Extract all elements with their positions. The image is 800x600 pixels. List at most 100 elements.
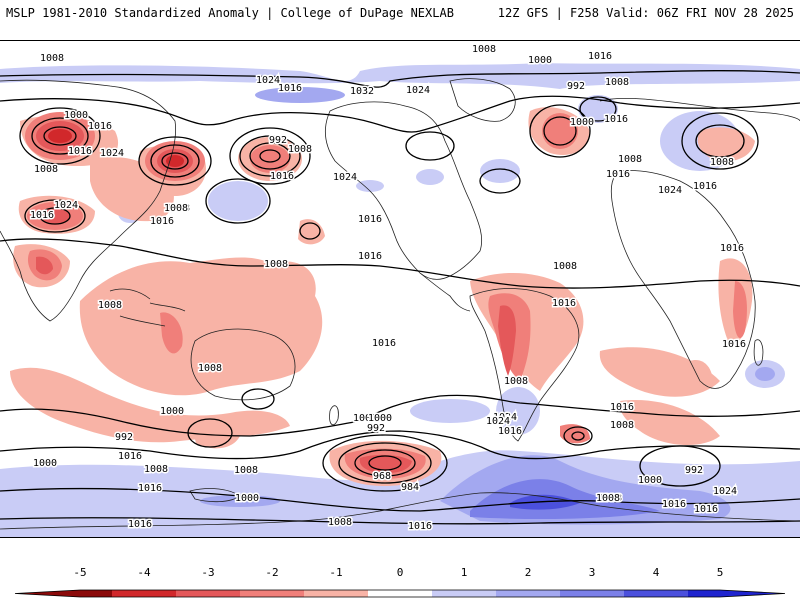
isobar-label: 1024 [100,148,124,159]
header: MSLP 1981-2010 Standardized Anomaly | Co… [0,0,800,40]
isobar-label: 1000 [528,55,552,66]
isobar-label: 1016 [128,519,152,530]
map-svg: 1008100010161024102410161016100810241016… [0,41,800,537]
colorbar-tick-label: -3 [201,566,215,579]
isobar-label: 1008 [98,300,122,311]
isobar-label: 1008 [198,363,222,374]
isobar-label: 1016 [720,243,744,254]
isobar-label: 1016 [270,171,294,182]
isobar-label: 1008 [264,259,288,270]
colorbar-tick-label: 0 [396,566,404,579]
colorbar-tick-label: 5 [716,566,724,579]
isobar-label: 992 [269,135,287,146]
isobar-label: 1000 [368,413,392,424]
isobar-label: 992 [685,465,703,476]
isobar-label: 1008 [605,77,629,88]
isobar-label: 1016 [606,169,630,180]
colorbar-tick-label: -1 [329,566,343,579]
isobar-label: 1024 [658,185,682,196]
model-run-valid-time: 12Z GFS | F258 Valid: 06Z FRI NOV 28 202… [497,6,794,20]
map-title: MSLP 1981-2010 Standardized Anomaly | Co… [6,6,454,20]
isobar-label: 1008 [34,164,58,175]
isobar-contours [0,70,800,525]
isobar-label: 1024 [713,486,737,497]
colorbar-segment [560,590,593,597]
isobar-label: 1008 [596,493,620,504]
isobar-label: 992 [367,423,385,434]
colorbar-segment [80,590,113,597]
isobar-label: 992 [115,432,133,443]
isobar-label: 1032 [350,86,374,97]
isobar-label: 1016 [358,214,382,225]
isobar-label: 1000 [235,493,259,504]
isobar-label: 1016 [498,426,522,437]
isobar-label: 1008 [40,53,64,64]
colorbar-segment [688,590,721,597]
isobar-label: 1000 [638,475,662,486]
isobar-label: 1016 [694,504,718,515]
colorbar-segment [112,590,145,597]
colorbar-tick-label: -5 [73,566,87,579]
colorbar-segment [208,590,241,597]
colorbar-bar [14,589,786,598]
isobar-label: 1000 [33,458,57,469]
isobar-label: 1016 [372,338,396,349]
colorbar-segment [400,590,433,597]
isobar-label: 1008 [610,420,634,431]
isobar-label: 968 [373,471,391,482]
isobar-label: 1008 [328,517,352,528]
isobar-label: 1016 [610,402,634,413]
colorbar-tick-label: -2 [265,566,279,579]
isobar-label: 1008 [144,464,168,475]
colorbar-segment [656,590,689,597]
colorbar-segment [464,590,497,597]
isobar-label: 1008 [504,376,528,387]
colorbar-arrow-right [720,590,785,597]
isobar-label: 1008 [618,154,642,165]
isobar-label: 1024 [54,200,78,211]
isobar-label: 1008 [472,44,496,55]
colorbar-arrow-left [15,590,80,597]
colorbar-segment [336,590,369,597]
isobar-label: 1024 [256,75,280,86]
isobar-label: 1024 [493,412,517,423]
isobar-label: 1008 [166,203,190,214]
colorbar-segment [624,590,657,597]
isobar-label: 1008 [234,465,258,476]
colorbar-segment [144,590,177,597]
colorbar-svg [14,589,786,598]
colorbar-segment [528,590,561,597]
isobar-label: 1016 [662,499,686,510]
isobar-label: 1016 [552,298,576,309]
colorbar-tick-label: 4 [652,566,660,579]
isobar-label: 992 [567,81,585,92]
colorbar: -5 -4 -3 -2 -1 0 1 2 3 4 5 [0,566,800,600]
isobar-label: 1024 [486,416,510,427]
isobar-label: 1016 [278,83,302,94]
colorbar-segment [592,590,625,597]
isobar-label: 1008 [164,203,188,214]
colorbar-segment [368,590,401,597]
colorbar-tick-label: 1 [460,566,468,579]
colorbar-segment [240,590,273,597]
isobar-label: 1016 [588,51,612,62]
isobar-label: 1008 [288,144,312,155]
isobar-label: 1016 [604,114,628,125]
isobar-label: 1016 [358,251,382,262]
isobar-label: 1016 [138,483,162,494]
isobar-label: 1008 [598,493,622,504]
colorbar-tick-label: 3 [588,566,596,579]
isobar-label: 1016 [150,216,174,227]
isobar-label: 1016 [30,210,54,221]
colorbar-segment [304,590,337,597]
isobar-label: 1024 [333,172,357,183]
colorbar-segment [496,590,529,597]
isobar-label: 1016 [88,121,112,132]
isobar-label: 1016 [693,181,717,192]
isobar-label: 1024 [406,85,430,96]
colorbar-outline [14,589,786,598]
map-panel: 1008 1000 1016 1024 1024 1016 1016 1008 1024 1016… [0,40,800,538]
colorbar-tick-label: 2 [524,566,532,579]
isobar-label: 1016 [722,339,746,350]
colorbar-segment [176,590,209,597]
